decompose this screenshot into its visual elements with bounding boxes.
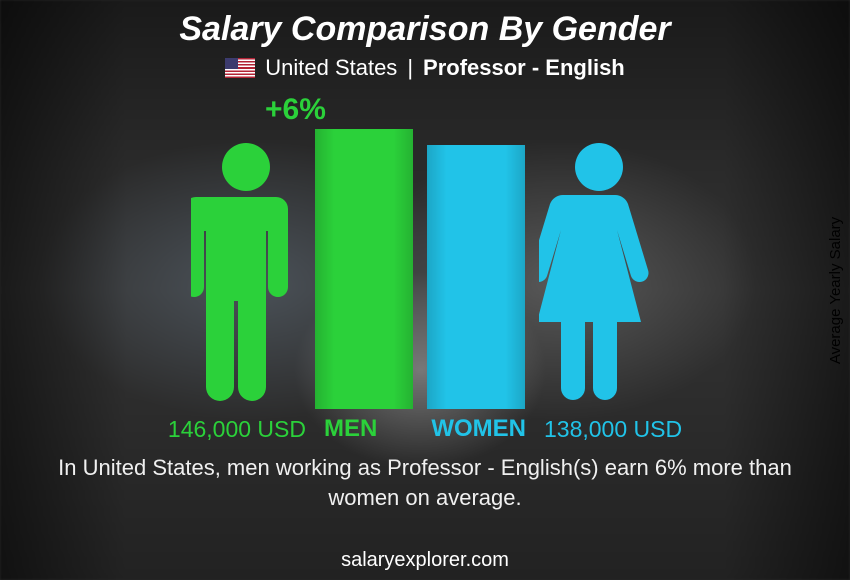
men-salary: 146,000 USD (168, 416, 306, 443)
bar-men (315, 129, 413, 409)
infographic: Salary Comparison By Gender United State… (0, 0, 850, 580)
men-label: MEN (324, 415, 377, 443)
country-label: United States (265, 55, 397, 81)
female-icon (539, 139, 659, 409)
footer-source: salaryexplorer.com (0, 549, 850, 572)
y-axis-label-wrap: Average Yearly Salary (822, 0, 850, 580)
delta-badge: +6% (265, 93, 326, 127)
page-title: Salary Comparison By Gender (179, 10, 670, 49)
bar-women (427, 145, 525, 409)
women-salary: 138,000 USD (544, 416, 682, 443)
chart: +6% (191, 99, 659, 409)
summary-text: In United States, men working as Profess… (45, 453, 805, 512)
subtitle: United States | Professor - English (225, 55, 625, 81)
women-label: WOMEN (431, 415, 526, 443)
labels-row: 146,000 USD MEN WOMEN 138,000 USD (168, 415, 682, 443)
male-icon (191, 139, 301, 409)
separator: | (407, 55, 413, 81)
us-flag-icon (225, 58, 255, 78)
y-axis-label: Average Yearly Salary (828, 216, 845, 363)
job-label: Professor - English (423, 55, 625, 81)
